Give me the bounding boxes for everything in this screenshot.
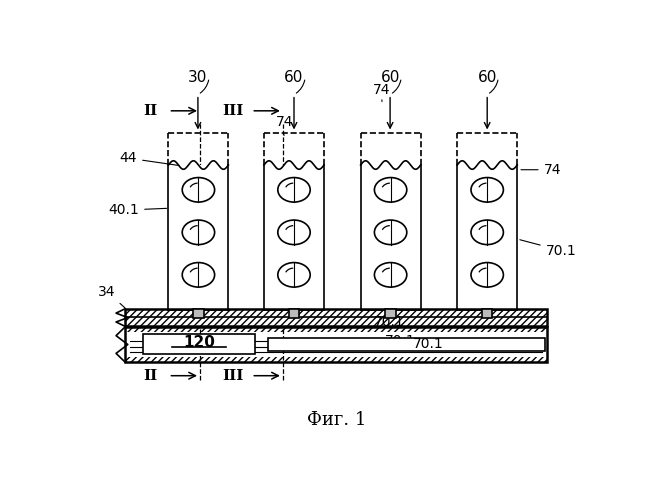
Text: II: II — [143, 104, 157, 118]
Text: 60: 60 — [478, 70, 497, 85]
Text: 74: 74 — [521, 162, 561, 176]
Text: 30: 30 — [188, 70, 207, 85]
Text: 34: 34 — [98, 285, 125, 308]
Bar — [125, 356, 547, 362]
Bar — [457, 165, 517, 310]
Bar — [264, 165, 324, 310]
Bar — [125, 327, 547, 362]
Text: 74: 74 — [276, 116, 294, 135]
Bar — [289, 308, 299, 318]
Text: III: III — [222, 104, 243, 118]
Text: 74: 74 — [373, 83, 390, 102]
Text: 60: 60 — [380, 70, 400, 85]
Bar — [125, 308, 547, 326]
Bar — [125, 308, 547, 326]
Bar — [482, 308, 492, 318]
Text: 70.1: 70.1 — [413, 337, 443, 351]
Bar — [125, 327, 547, 362]
Bar — [125, 327, 547, 332]
Bar — [268, 338, 544, 350]
Text: 60: 60 — [284, 70, 304, 85]
Bar — [386, 308, 396, 318]
Text: III: III — [222, 368, 243, 382]
Text: 70.1: 70.1 — [520, 240, 577, 258]
Text: 40.1: 40.1 — [108, 203, 167, 217]
Text: Фиг. 1: Фиг. 1 — [306, 411, 366, 429]
Bar — [143, 334, 255, 354]
Text: 44: 44 — [119, 151, 179, 166]
Text: 70.1: 70.1 — [384, 334, 415, 348]
Bar — [361, 165, 420, 310]
Bar — [169, 165, 228, 310]
Text: 70.1: 70.1 — [374, 315, 405, 329]
Text: 120: 120 — [183, 334, 215, 349]
Bar — [194, 308, 203, 318]
Text: II: II — [143, 368, 157, 382]
